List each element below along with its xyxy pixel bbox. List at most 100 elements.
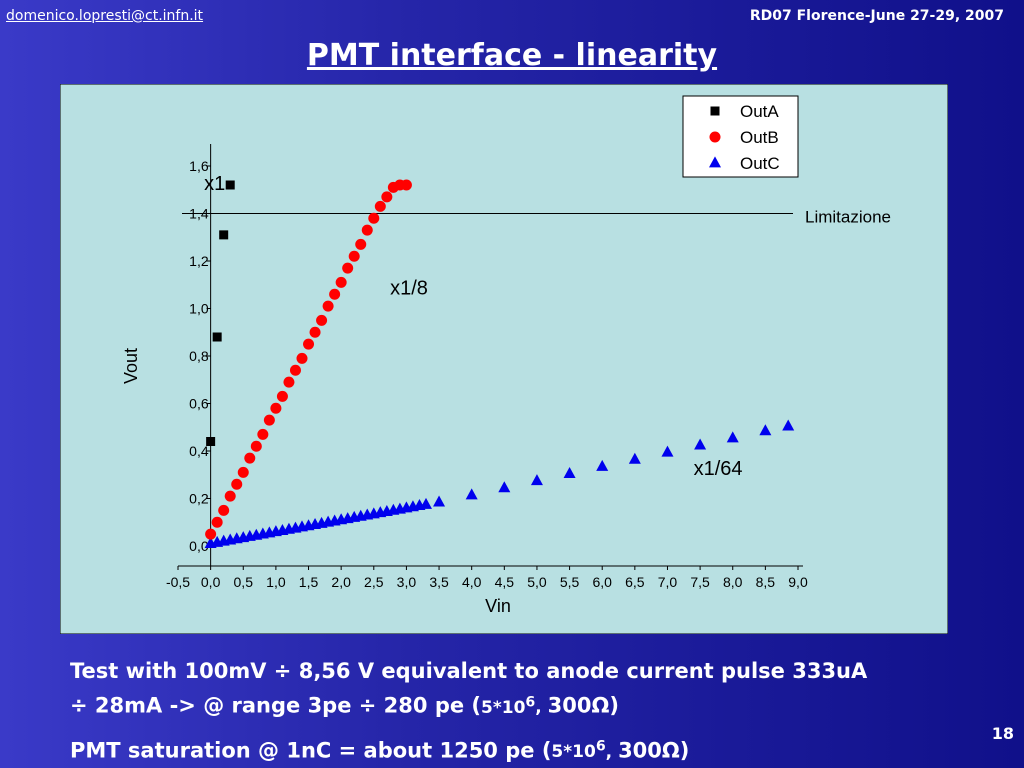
- x-tick-label: 2,0: [331, 574, 351, 590]
- x-tick-label: 0,0: [201, 574, 221, 590]
- outb-point: [309, 326, 321, 338]
- outc-point: [530, 474, 543, 486]
- y-tick-label: 0,4: [189, 443, 209, 459]
- y-tick-label: 0,2: [189, 491, 209, 507]
- outb-point: [400, 179, 412, 191]
- page-number: 18: [991, 724, 1014, 743]
- legend-marker-outa: [710, 106, 720, 116]
- legend-label-outa: OutA: [740, 102, 779, 121]
- outb-point: [322, 300, 334, 312]
- chart-panel: 0,0 0,2 0,4 0,6 0,8 1,0 1,2 1,4 1,6 -0,5 0,0 0,5 1,0…: [60, 84, 948, 634]
- outc-point: [498, 481, 511, 493]
- x-tick-label: -0,5: [166, 574, 190, 590]
- outb-point: [270, 402, 282, 414]
- omega-symbol: Ω: [591, 693, 610, 718]
- outa-point: [219, 230, 229, 240]
- caption-line-2-gain: 5*106: [551, 738, 606, 763]
- outb-point: [381, 191, 393, 203]
- x-tick-label: 7,5: [690, 574, 710, 590]
- caption-line-2-gain-base: 5*10: [551, 742, 596, 763]
- outb-point: [257, 428, 269, 440]
- author-email[interactable]: domenico.lopresti@ct.infn.it: [6, 8, 204, 24]
- outc-point: [661, 445, 674, 457]
- outb-point: [348, 250, 360, 262]
- outb-point: [368, 212, 380, 224]
- outb-point: [276, 390, 288, 402]
- x-tick-label: 6,5: [625, 574, 645, 590]
- outb-point: [335, 276, 347, 288]
- outb-point: [283, 376, 295, 388]
- outb-point: [205, 528, 217, 540]
- outc-point: [465, 488, 478, 500]
- x-tick-label: 1,5: [299, 574, 319, 590]
- caption-line-2-text-a: PMT saturation @ 1nC = about 1250 pe (: [70, 738, 552, 763]
- conference-label: RD07 Florence-June 27-29, 2007: [749, 8, 1004, 24]
- caption-line-1-text-a: Test with 100mV ÷ 8,56 V equivalent to a…: [70, 659, 868, 683]
- outa-point: [212, 332, 222, 342]
- caption: Test with 100mV ÷ 8,56 V equivalent to a…: [70, 656, 970, 768]
- caption-line-1-text-b: ÷ 28mA -> @ range 3pe ÷ 280 pe (: [70, 693, 482, 718]
- outc-point: [420, 497, 432, 509]
- outb-point: [355, 238, 367, 250]
- legend-label-outc: OutC: [740, 154, 780, 173]
- x-tick-label: 3,0: [397, 574, 417, 590]
- legend-box: [682, 95, 799, 178]
- caption-line-1-ohm-value: 300: [547, 693, 592, 718]
- outb-point: [361, 224, 373, 236]
- outb-point: [211, 516, 223, 528]
- caption-line-1-close: ): [609, 693, 619, 718]
- outb-point: [231, 478, 243, 490]
- limit-label: Limitazione: [805, 208, 891, 227]
- slide-title: PMT interface - linearity: [306, 38, 718, 73]
- outc-point: [433, 495, 446, 507]
- outb-point: [342, 262, 354, 274]
- caption-line-1-gain-exp: 6: [525, 694, 536, 710]
- caption-line-1-gain: 5*106: [481, 694, 535, 718]
- x-tick-label: 4,5: [495, 574, 515, 590]
- outc-point: [628, 452, 641, 464]
- x-tick-label: 5,0: [527, 574, 547, 590]
- outc-point: [596, 459, 609, 471]
- x-axis-label: Vin: [485, 596, 511, 616]
- caption-line-1-gain-base: 5*10: [481, 697, 526, 718]
- series-annotation: x1: [204, 173, 225, 195]
- outb-point: [224, 490, 236, 502]
- outc-point: [782, 419, 795, 431]
- series-annotation: x1/8: [390, 277, 428, 299]
- outc-point: [563, 466, 576, 478]
- x-tick-label: 7,0: [658, 574, 678, 590]
- caption-line-2-close: ): [679, 738, 690, 763]
- y-tick-label: 1,0: [189, 301, 209, 317]
- x-tick-label: 5,5: [560, 574, 580, 590]
- caption-line-2-ohm-value: 300: [618, 738, 662, 763]
- outb-point: [289, 364, 301, 376]
- x-tick-label: 1,0: [266, 574, 286, 590]
- y-tick-label: 0,6: [189, 396, 209, 412]
- caption-line-2: PMT saturation @ 1nC = about 1250 pe (5*…: [70, 732, 970, 768]
- y-axis-label: Vout: [121, 348, 141, 384]
- outb-point: [296, 352, 308, 364]
- series-annotation: x1/64: [694, 458, 743, 480]
- outb-point: [244, 452, 256, 464]
- caption-line-1: Test with 100mV ÷ 8,56 V equivalent to a…: [70, 656, 970, 724]
- outc-point: [759, 424, 772, 436]
- x-tick-label: 8,0: [723, 574, 743, 590]
- omega-symbol: Ω: [661, 738, 680, 763]
- outb-point: [237, 466, 249, 478]
- outb-point: [250, 440, 262, 452]
- outb-point: [218, 504, 230, 516]
- y-tick-label: 1,2: [189, 253, 209, 269]
- y-tick-label: 0,8: [189, 348, 209, 364]
- legend-label-outb: OutB: [740, 128, 779, 147]
- outb-point: [263, 414, 275, 426]
- caption-line-2-sep: ,: [605, 742, 619, 763]
- x-tick-label: 0,5: [234, 574, 254, 590]
- x-tick-label: 4,0: [462, 574, 482, 590]
- x-tick-label: 6,0: [592, 574, 612, 590]
- x-tick-label: 9,0: [788, 574, 808, 590]
- legend-marker-outb: [709, 131, 721, 143]
- outa-point: [206, 437, 216, 446]
- outb-point: [329, 288, 341, 300]
- caption-line-2-gain-exp: 6: [595, 738, 606, 755]
